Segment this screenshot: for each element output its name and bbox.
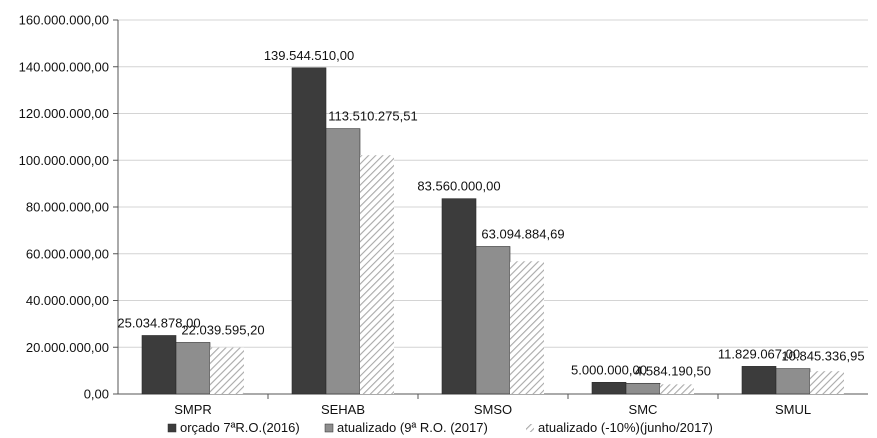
bar-smul-series-1 — [741, 366, 777, 395]
x-tick-label: SMPR — [174, 402, 212, 417]
y-tick-label: 160.000.000,00 — [19, 13, 109, 28]
axes: 0,00 20.000.000,00 40.000.000,00 60.000.000… — [19, 13, 868, 417]
legend-label: atualizado (-10%)(junho/2017) — [538, 420, 713, 435]
y-tick-label: 40.000.000,00 — [26, 293, 109, 308]
bar-smso-series-1 — [441, 198, 477, 395]
data-label: 139.544.510,00 — [264, 48, 354, 63]
data-label: 5.000.000,00 — [571, 362, 647, 377]
data-label: 63.094.884,69 — [481, 227, 564, 242]
y-tick-label: 80.000.000,00 — [26, 200, 109, 215]
bars — [141, 67, 844, 395]
bar-sehab-series-2 — [325, 128, 361, 395]
legend-swatch — [526, 424, 534, 432]
bar-smso-series-3 — [510, 261, 544, 394]
x-tick-label: SEHAB — [321, 402, 365, 417]
y-tick-label: 60.000.000,00 — [26, 246, 109, 261]
bar-sehab-series-3 — [360, 155, 394, 394]
y-tick-label: 0,00 — [84, 387, 109, 402]
data-label: 25.034.878,00 — [117, 315, 200, 330]
y-tick-label: 140.000.000,00 — [19, 59, 109, 74]
data-label: 4.584.190,50 — [635, 363, 711, 378]
data-label: 113.510.275,51 — [328, 109, 417, 124]
y-tick-label: 120.000.000,00 — [19, 106, 109, 121]
data-label: 10.845.336,95 — [781, 349, 864, 364]
data-label: 22.039.595,20 — [181, 322, 264, 337]
legend-swatch — [324, 423, 334, 433]
bar-smc-series-3 — [660, 384, 694, 394]
y-tick-label: 20.000.000,00 — [26, 340, 109, 355]
legend-label: orçado 7ªR.O.(2016) — [180, 420, 300, 435]
x-tick-label: SMSO — [474, 402, 512, 417]
legend: orçado 7ªR.O.(2016) atualizado (9ª R.O. (… — [167, 420, 713, 435]
data-label: 11.829.067,00 — [718, 346, 800, 361]
bar-smul-series-2 — [775, 368, 811, 395]
bar-sehab-series-1 — [291, 67, 327, 395]
legend-label: atualizado (9ª R.O. (2017) — [337, 420, 488, 435]
data-label: 83.560.000,00 — [417, 179, 500, 194]
x-tick-label: SMC — [629, 402, 658, 417]
bar-smpr-series-1 — [141, 335, 177, 395]
bar-smul-series-3 — [810, 371, 844, 394]
bar-smso-series-2 — [475, 246, 511, 395]
bar-smpr-series-2 — [175, 342, 211, 395]
y-tick-label: 100.000.000,00 — [19, 153, 109, 168]
bar-smpr-series-3 — [210, 347, 244, 394]
legend-swatch — [167, 423, 177, 433]
bar-smc-series-1 — [591, 382, 627, 395]
x-tick-label: SMUL — [775, 402, 811, 417]
bar-smc-series-2 — [625, 382, 661, 395]
